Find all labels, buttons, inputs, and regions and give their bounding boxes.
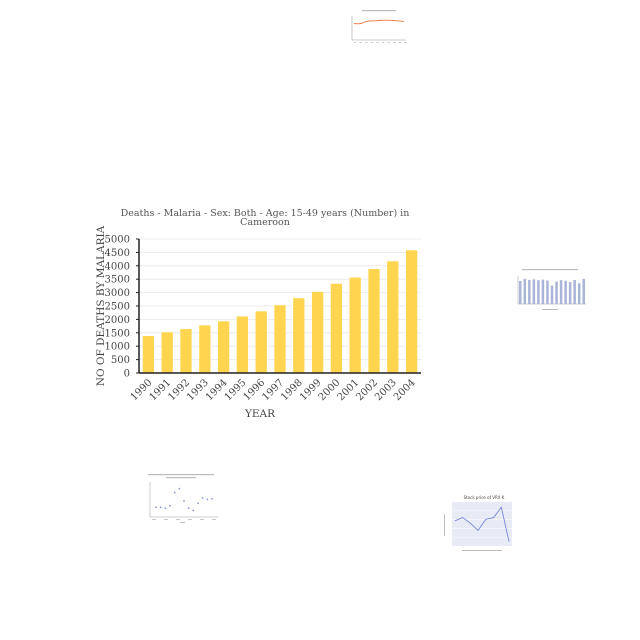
thumb1-tick [398,42,401,43]
thumb1-tick [370,42,373,43]
thumb2-bar [528,279,531,304]
stock-chart-title: Stock price of VRX K [464,495,505,500]
thumb3-point [164,507,167,510]
thumb3-point [155,506,157,509]
thumbnail-scatter-chart-svg [148,474,218,523]
y-tick-label: 1500 [105,328,130,339]
thumb3-point [192,509,195,512]
thumb1-tick [382,42,385,43]
bar [199,325,211,373]
y-tick-label: 3500 [105,275,130,286]
bar [349,277,361,373]
thumb3-tick [200,519,204,520]
thumb2-bar [532,279,536,304]
thumb2-title-bar [522,269,578,271]
thumb3-point [178,487,181,490]
thumb4-ylabel-bar [444,514,445,536]
bar [274,305,286,373]
thumb2-bar [523,278,527,304]
bar [311,291,324,373]
thumb4-series-line [454,506,510,542]
thumb1-title-bar [362,10,396,12]
thumb3-tick [176,519,180,520]
y-tick-label: 3000 [105,288,130,299]
thumb4-plot-area [452,502,512,546]
thumb3-tick [212,519,216,520]
thumb3-point [201,497,204,499]
thumb1-tick [393,42,396,43]
y-tick-label: 2500 [105,302,130,313]
bar [293,298,305,373]
y-tick-label: 2000 [105,315,130,326]
thumb3-point [197,502,199,505]
y-tick-label: 5000 [105,235,130,246]
thumb3-title-bar [148,474,214,476]
bar [255,311,267,373]
thumb3-tick [152,519,156,520]
thumb3-point [169,504,171,507]
thumb4-xlabel-bar [462,550,502,551]
chart-title-line-1: Deaths - Malaria - Sex: Both - Age: 15-4… [121,208,410,219]
thumb2-bar [550,285,554,304]
thumb1-tick [387,42,390,43]
thumb3-xlabel-bar [180,522,185,523]
thumb2-bar [573,279,576,304]
thumbnail-stock-chart-svg: Stock price of VRX K [444,495,512,551]
thumb3-title-bar-2 [166,477,196,479]
bar [217,321,230,373]
bar [180,329,192,373]
thumb2-bar [568,282,572,304]
bar [236,316,249,373]
thumb3-tick [188,519,192,520]
bar [368,269,380,373]
x-axis-label: YEAR [244,408,276,420]
thumb2-bar [564,280,567,304]
thumbnail-bar-chart-svg [517,269,586,310]
thumb2-bar [559,280,563,304]
thumb2-bar [582,278,585,304]
y-tick-label: 0 [124,369,130,380]
thumb3-point [183,500,185,502]
main-chart-svg: 0 500 1000 1500 2000 2500 3000 3500 4000 4500 5000… [95,208,421,420]
thumb3-point [159,506,162,509]
thumb2-bar [541,279,545,304]
thumb1-tick [354,42,357,43]
thumbnail-stock-chart: Stock price of VRX K [438,492,518,554]
bar [405,250,418,373]
thumb3-point [211,497,213,500]
chart-title-line-2: Cameroon [240,217,290,228]
thumb2-xlabel-bar [542,309,558,310]
y-axis-label: NO OF DEATHS BY MALARIA [95,225,107,386]
thumb1-tick [404,42,407,43]
thumb2-bar [546,280,549,304]
thumbnail-line-chart-svg [351,10,407,43]
thumbnail-line-chart [344,8,410,48]
bar [142,336,155,373]
thumb1-tick [376,42,379,43]
main-bar-chart: 0 500 1000 1500 2000 2500 3000 3500 4000 4500 5000… [90,200,430,430]
bar [330,283,343,373]
thumb1-tick [359,42,362,43]
bar [387,261,399,373]
thumb3-tick [164,519,168,520]
x-tick-label: 2004 [392,377,418,403]
y-tick-label: 4000 [105,261,130,272]
thumb3-point [187,507,190,510]
thumb2-bar [537,280,540,304]
thumb2-bar [577,283,581,304]
thumb3-point [173,491,176,494]
thumb1-tick [365,42,368,43]
thumbnail-scatter-chart [140,472,222,528]
thumb2-bar [519,281,522,304]
thumb2-bar [555,281,558,304]
y-tick-label: 1000 [105,342,130,353]
thumb3-point [206,498,209,501]
bar [161,332,173,373]
y-tick-label: 500 [111,355,130,366]
y-tick-label: 4500 [105,248,130,259]
thumb1-series-line [353,19,405,25]
thumbnail-bar-chart [508,268,588,314]
